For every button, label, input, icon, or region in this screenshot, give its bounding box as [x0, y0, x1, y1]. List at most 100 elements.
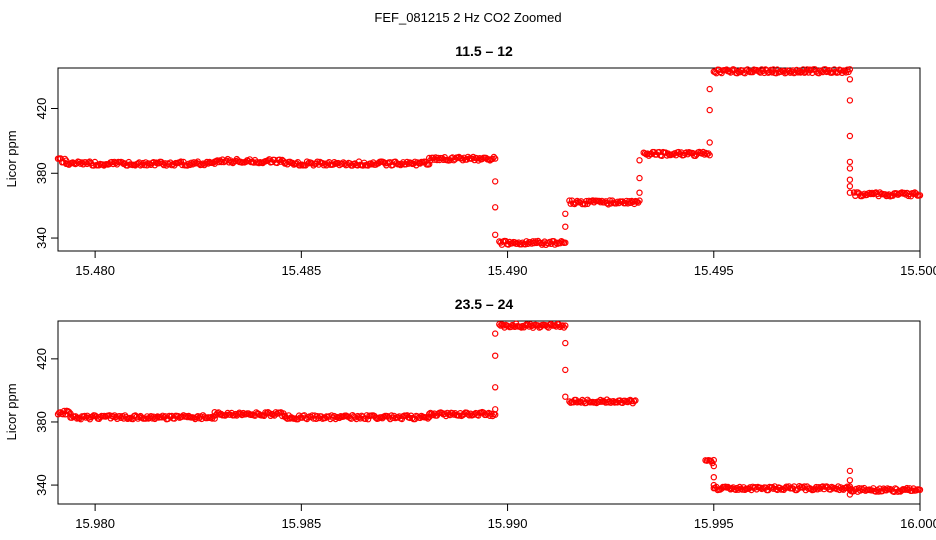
- data-point: [198, 161, 205, 168]
- data-point: [492, 330, 499, 337]
- data-point: [846, 176, 854, 183]
- x-tick-label: 16.000: [900, 516, 936, 531]
- x-tick-label: 15.480: [75, 263, 115, 278]
- data-point: [706, 85, 713, 93]
- data-point: [884, 485, 891, 492]
- data-point: [632, 397, 639, 404]
- data-point: [496, 321, 503, 328]
- x-tick-label: 15.980: [75, 516, 115, 531]
- data-points: [54, 66, 924, 248]
- y-tick-label: 420: [34, 348, 49, 370]
- data-point: [581, 200, 589, 208]
- data-point: [636, 189, 643, 196]
- data-point: [485, 156, 492, 163]
- y-axis: 340 380 420: [34, 348, 58, 496]
- x-tick-label: 15.990: [488, 516, 528, 531]
- data-point: [846, 132, 854, 140]
- data-point: [562, 223, 569, 230]
- data-point: [566, 197, 573, 204]
- data-point: [636, 174, 643, 182]
- data-point: [846, 189, 854, 196]
- data-point: [492, 352, 499, 359]
- x-tick-label: 15.995: [694, 516, 734, 531]
- x-axis: 15.480 15.485 15.490 15.495 15.500: [75, 251, 936, 278]
- data-point: [426, 160, 433, 168]
- data-point: [177, 158, 185, 165]
- data-point: [807, 485, 815, 493]
- panel-top: 11.5 – 12 Licor ppm 15.480 15.485 15.490 15…: [4, 43, 936, 278]
- x-tick-label: 15.495: [694, 263, 734, 278]
- data-point: [362, 415, 369, 422]
- y-tick-label: 420: [34, 98, 49, 120]
- data-point: [706, 139, 713, 146]
- figure-title: FEF_081215 2 Hz CO2 Zoomed: [374, 10, 561, 25]
- y-tick-label: 340: [34, 474, 49, 496]
- data-point: [916, 192, 924, 199]
- data-point: [706, 151, 713, 159]
- x-tick-label: 15.490: [488, 263, 528, 278]
- data-point: [490, 153, 498, 161]
- data-point: [492, 155, 499, 162]
- data-point: [85, 414, 92, 421]
- data-point: [305, 160, 312, 167]
- y-tick-label: 340: [34, 227, 49, 249]
- data-point: [846, 483, 854, 490]
- data-point: [875, 488, 882, 495]
- data-point: [159, 412, 166, 419]
- data-point: [803, 66, 811, 73]
- data-point: [710, 474, 718, 481]
- x-tick-label: 15.485: [281, 263, 321, 278]
- data-point: [846, 76, 854, 83]
- data-point: [211, 415, 218, 422]
- data-point: [846, 165, 854, 172]
- data-point: [518, 241, 525, 248]
- y-axis-label: Licor ppm: [4, 130, 19, 187]
- data-point: [492, 204, 499, 211]
- data-point: [846, 467, 854, 475]
- y-axis: 340 380 420: [34, 98, 58, 249]
- data-point: [562, 322, 569, 329]
- data-point: [846, 182, 854, 190]
- data-point: [636, 157, 643, 164]
- data-point: [846, 66, 854, 73]
- data-point: [846, 477, 854, 484]
- panel-bottom: 23.5 – 24 Licor ppm 15.980 15.985 15.990 15…: [4, 296, 936, 531]
- data-point: [916, 486, 924, 493]
- data-point: [562, 393, 569, 400]
- data-point: [815, 484, 823, 491]
- data-point: [710, 456, 718, 464]
- data-point: [562, 339, 569, 347]
- data-point: [59, 411, 67, 418]
- data-point: [492, 231, 499, 238]
- data-point: [562, 210, 569, 217]
- x-axis: 15.980 15.985 15.990 15.995 16.000: [75, 504, 936, 531]
- y-tick-label: 380: [34, 411, 49, 433]
- panel-title: 11.5 – 12: [455, 43, 513, 59]
- data-point: [710, 462, 718, 470]
- y-axis-label: Licor ppm: [4, 383, 19, 440]
- data-point: [636, 197, 643, 204]
- data-point: [492, 384, 499, 391]
- data-point: [562, 239, 569, 246]
- x-tick-label: 15.500: [900, 263, 936, 278]
- data-point: [492, 178, 499, 185]
- x-tick-label: 15.985: [281, 516, 321, 531]
- data-point: [158, 414, 165, 421]
- data-point: [794, 69, 802, 76]
- data-point: [709, 459, 716, 467]
- data-point: [846, 97, 854, 104]
- data-points: [54, 320, 924, 498]
- data-point: [846, 491, 854, 498]
- data-point: [626, 197, 633, 205]
- data-point: [859, 192, 867, 199]
- data-point: [846, 158, 854, 166]
- data-point: [710, 481, 718, 489]
- data-point: [230, 412, 238, 419]
- panel-title: 23.5 – 24: [455, 296, 514, 312]
- data-point: [562, 366, 569, 374]
- data-point: [898, 487, 906, 494]
- data-point: [398, 160, 406, 168]
- data-point: [492, 406, 499, 413]
